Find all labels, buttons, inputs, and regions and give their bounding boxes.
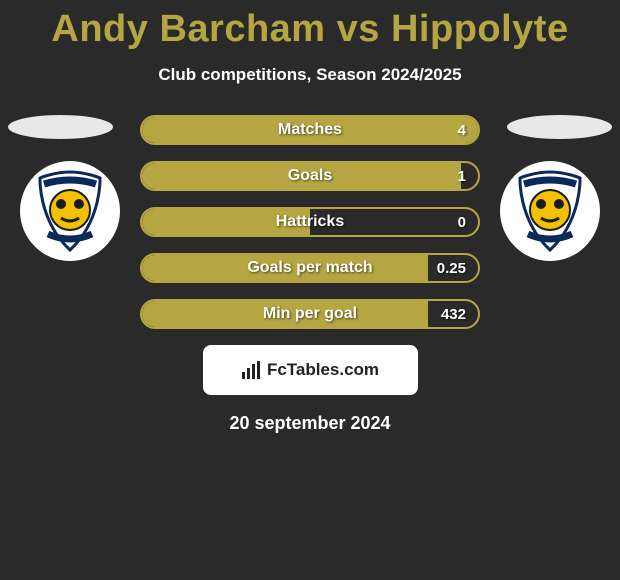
stat-value: 4 (458, 117, 466, 143)
stat-value: 432 (441, 301, 466, 327)
club-crest-icon (34, 170, 106, 252)
stat-row: Goals 1 (140, 161, 480, 191)
bars-icon (241, 360, 261, 380)
stat-value: 0.25 (437, 255, 466, 281)
player-left-badge (20, 161, 120, 261)
stat-label: Goals per match (142, 255, 478, 281)
subtitle: Club competitions, Season 2024/2025 (0, 65, 620, 85)
stat-row: Matches 4 (140, 115, 480, 145)
stat-label: Min per goal (142, 301, 478, 327)
stat-row: Min per goal 432 (140, 299, 480, 329)
club-crest-icon (514, 170, 586, 252)
player-right-shadow (507, 115, 612, 139)
player-right-badge (500, 161, 600, 261)
stat-row: Hattricks 0 (140, 207, 480, 237)
stat-row: Goals per match 0.25 (140, 253, 480, 283)
stat-value: 1 (458, 163, 466, 189)
stat-label: Goals (142, 163, 478, 189)
stat-label: Hattricks (142, 209, 478, 235)
source-text: FcTables.com (267, 360, 379, 380)
stat-value: 0 (458, 209, 466, 235)
player-left-shadow (8, 115, 113, 139)
comparison-stage: Matches 4 Goals 1 Hattricks 0 Goals per … (0, 115, 620, 329)
stat-rows: Matches 4 Goals 1 Hattricks 0 Goals per … (140, 115, 480, 329)
source-box: FcTables.com (203, 345, 418, 395)
date-text: 20 september 2024 (0, 413, 620, 434)
stat-label: Matches (142, 117, 478, 143)
page-title: Andy Barcham vs Hippolyte (0, 0, 620, 51)
